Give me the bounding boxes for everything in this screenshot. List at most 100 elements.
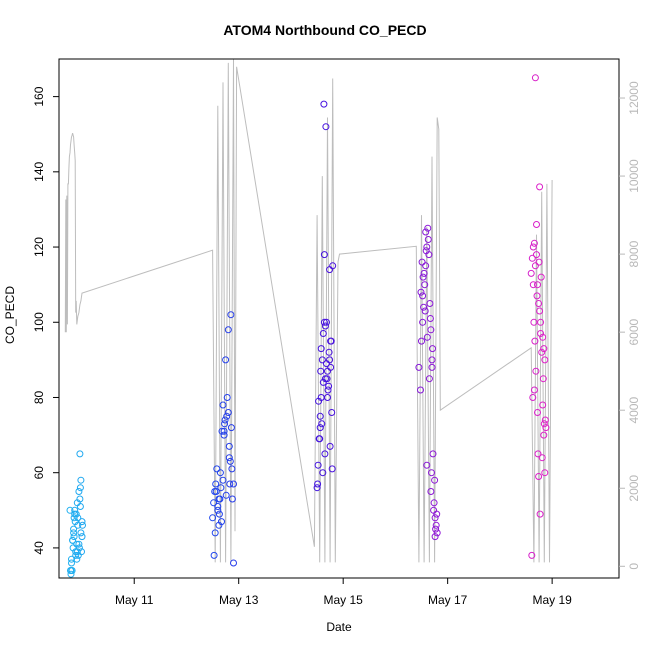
data-point [212,480,220,488]
data-point [317,367,325,375]
data-point [214,503,222,510]
data-point [215,510,223,518]
data-point [221,416,229,424]
data-point [227,311,235,319]
data-point [422,228,430,236]
data-point [320,100,328,108]
plot-area [64,58,553,578]
data-point [430,506,438,514]
y-tick-label: 80 [32,390,46,404]
data-point [324,367,331,375]
data-point [220,431,228,439]
data-point [542,424,550,432]
data-point [530,386,538,394]
data-point [76,450,84,458]
data-point [323,318,330,326]
data-point [68,555,75,563]
data-point [536,307,544,315]
plot-frame [58,58,620,579]
data-point [76,484,84,492]
data-point [528,254,536,262]
data-point [228,465,236,473]
data-point [209,514,217,522]
data-point [70,525,78,533]
data-point [432,525,440,533]
data-point [320,318,328,326]
data-point [423,243,431,251]
data-point [536,183,544,191]
data-point [419,318,427,326]
data-point [529,394,537,401]
data-point [530,239,538,247]
data-point [534,450,542,458]
data-point [74,521,82,529]
data-point [530,318,538,326]
axes: May 11 May 13 May 15 May 17 May 19 40 60 80 100 1… [32,81,641,607]
data-point [210,499,218,507]
x-tick-label: May 19 [532,593,572,607]
y2-tick-label: 0 [627,563,641,570]
data-point [533,221,540,228]
data-point [429,450,437,458]
data-point [536,510,544,518]
data-point [531,262,539,270]
data-point [428,363,436,371]
data-point [328,409,336,416]
data-point [318,356,326,364]
data-point [422,247,430,255]
data-point [425,375,433,383]
data-point [433,510,441,518]
data-point [77,476,85,484]
data-point [427,488,435,495]
series-line-right-axis [64,58,553,563]
data-point [316,435,324,443]
data-point [316,424,324,432]
data-point [529,281,537,289]
data-point [318,420,326,428]
y-tick-label: 160 [32,86,46,106]
data-point [429,345,436,353]
data-point [219,401,227,409]
data-point [417,386,424,394]
data-point [420,303,428,311]
data-point [535,473,543,480]
data-point [70,533,78,541]
data-point [415,363,423,371]
data-point [428,469,435,477]
data-point [319,330,327,337]
data-point [77,529,85,537]
data-point [211,529,219,537]
y-tick-label: 60 [32,466,46,480]
y-axis-label: CO_PECD [3,286,17,344]
data-point [219,476,227,484]
data-point [427,326,435,334]
data-point [537,330,545,337]
data-point [431,514,439,522]
data-point [319,378,327,386]
data-point [73,548,81,556]
data-point [540,345,548,353]
data-point [324,386,332,394]
data-point [223,412,231,420]
data-point [538,454,546,462]
data-point [541,356,549,364]
data-point [421,307,429,315]
data-point [320,251,328,259]
data-point [537,318,545,326]
data-point [325,382,333,390]
data-point [431,533,439,541]
data-point [73,555,81,563]
x-tick-label: May 15 [323,593,363,607]
data-point [321,322,329,330]
data-point [531,337,539,345]
data-point [540,431,548,439]
data-point [420,269,428,277]
data-point [421,281,429,289]
x-tick-label: May 11 [115,593,154,607]
data-point [68,559,75,567]
data-point [226,457,234,465]
data-point [314,461,322,469]
data-point [424,224,432,232]
data-point [228,495,236,503]
data-point [419,273,427,281]
